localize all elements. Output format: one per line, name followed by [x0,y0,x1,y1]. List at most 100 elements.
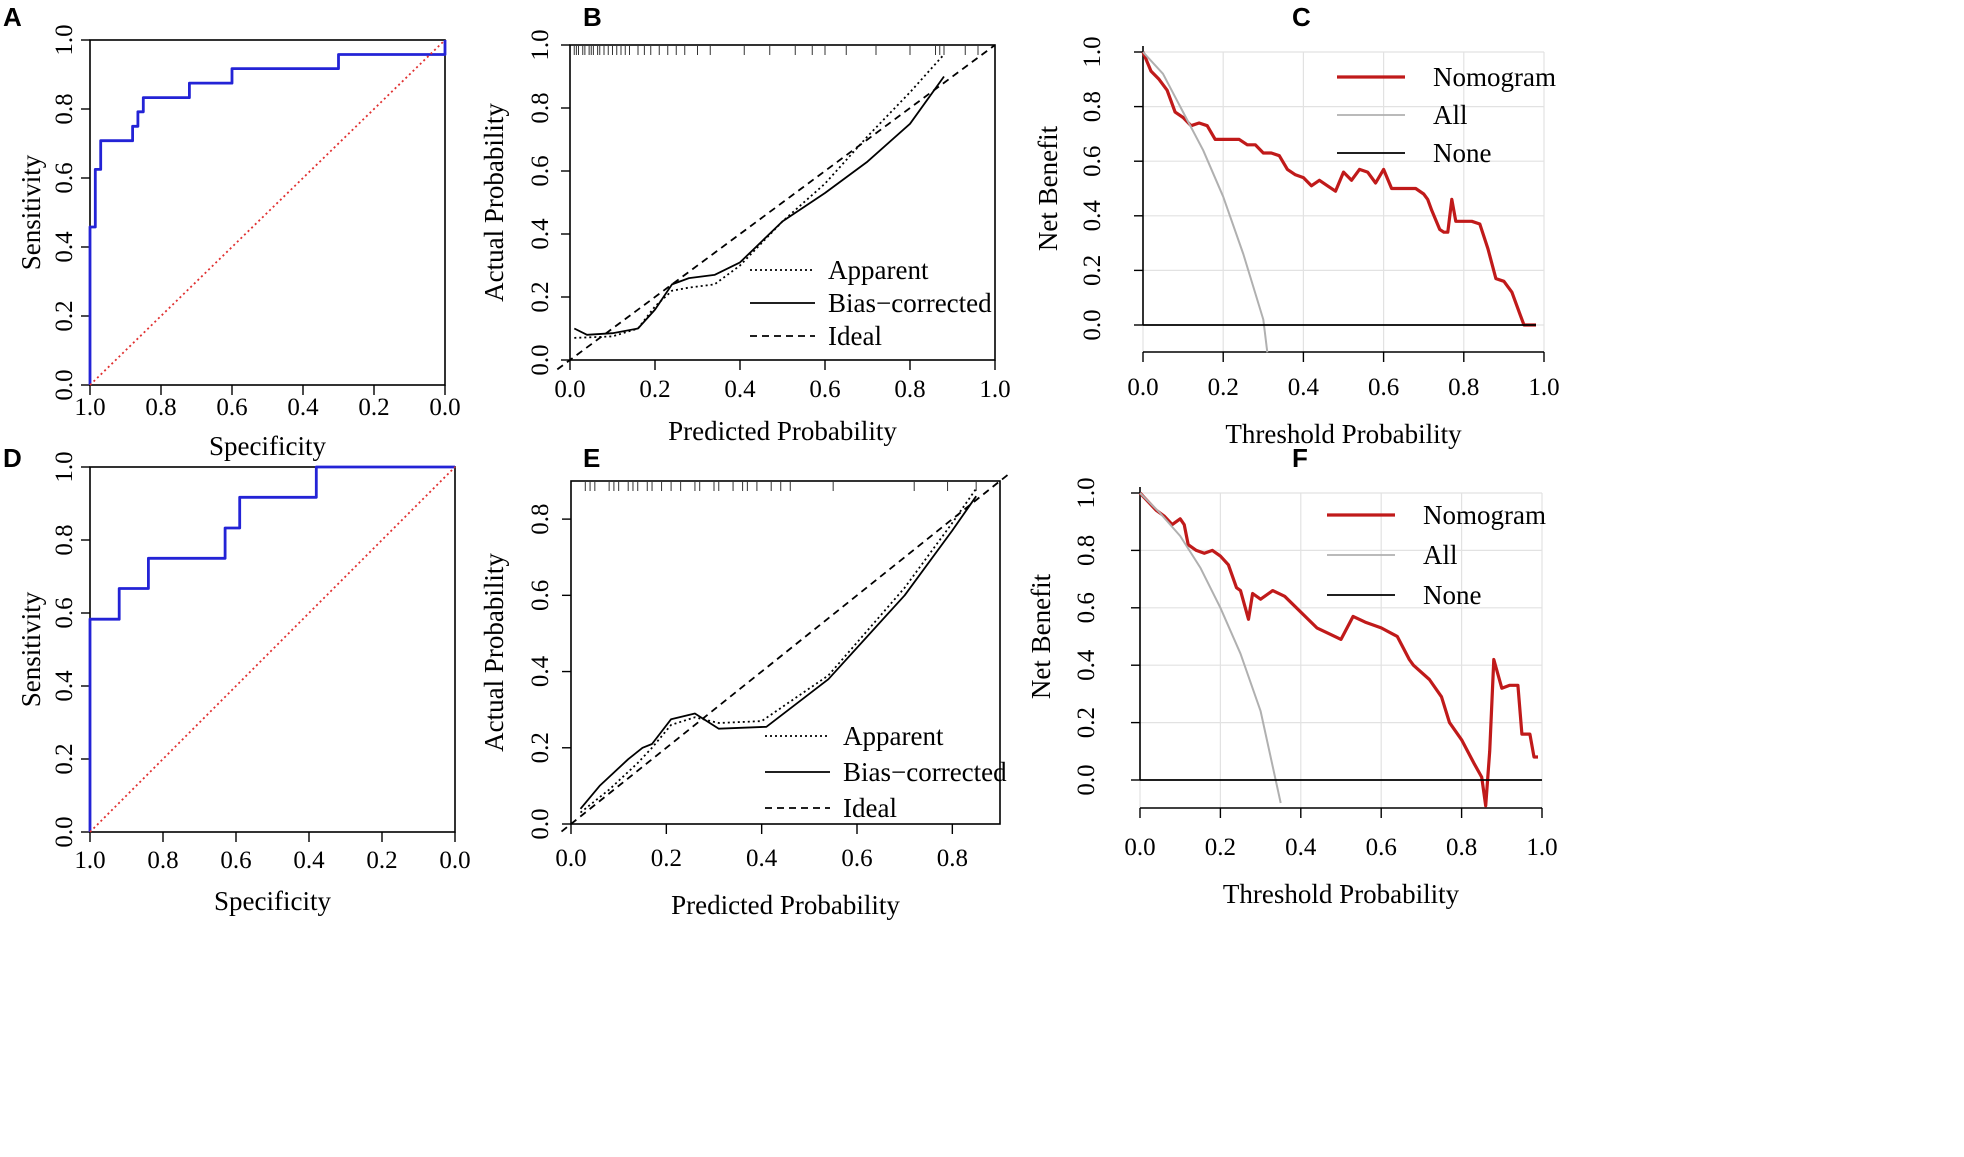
legend-label: Apparent [828,255,929,285]
y-tick-label: 0.4 [1079,200,1106,232]
y-tick-label: 0.0 [527,808,554,839]
y-tick-label: 0.8 [51,93,78,124]
panel-d: D 1.0 0.8 0.6 0.4 0.2 0.0 0.0 0.2 0.4 0.6 0.8 1.0 Spe… [3,443,471,916]
y-tick-label: 0.6 [527,580,554,611]
x-tick-label: 0.6 [1368,374,1399,401]
y-tick-label: 0.8 [1079,91,1106,122]
x-axis-title: Predicted Probability [671,890,900,920]
series-bias-corrected [573,75,945,336]
x-tick-label: 0.0 [555,845,586,872]
legend-label: None [1423,580,1481,610]
y-axis-title: Sensitivity [16,154,46,270]
x-tick-label: 0.8 [894,376,925,403]
panel-e: E 0.0 0.2 0.4 0.6 0.8 0.0 0.2 0.4 0.6 0.8 Predicted… [479,443,1011,920]
y-tick-label: 0.2 [527,732,554,763]
panel-letter: A [3,2,22,32]
panel-letter: D [3,443,22,473]
plot-frame [570,480,1001,825]
legend-label: None [1433,138,1491,168]
y-tick-label: 0.4 [51,670,78,702]
x-axis-title: Threshold Probability [1225,419,1462,449]
y-tick-label: 0.4 [527,218,554,250]
x-tick-label: 0.0 [429,394,460,421]
legend-label: All [1433,100,1468,130]
plot-frame [89,466,456,833]
y-tick-label: 0.0 [527,344,554,375]
series-all [1142,51,1269,353]
y-axis-title: Sensitivity [16,591,46,707]
legend-label: Ideal [828,321,882,351]
y-tick-label: 0.6 [51,597,78,628]
panel-letter: B [583,2,602,32]
x-tick-label: 1.0 [74,847,105,874]
y-tick-label: 0.6 [1079,146,1106,177]
series-ideal [556,44,996,371]
x-tick-label: 0.0 [1127,374,1158,401]
x-tick-label: 0.4 [724,376,756,403]
plot-frame [569,44,996,361]
series-nomogram [1138,491,1538,808]
y-tick-label: 0.4 [1073,649,1100,681]
y-tick-label: 0.2 [1079,255,1106,286]
x-tick-label: 1.0 [979,376,1010,403]
x-tick-label: 0.8 [1448,374,1479,401]
x-tick-label: 1.0 [1526,834,1557,861]
x-tick-label: 0.6 [841,845,872,872]
x-tick-label: 0.6 [220,847,251,874]
x-tick-label: 0.0 [554,376,585,403]
y-tick-label: 0.0 [1073,764,1100,795]
legend-label: Nomogram [1423,500,1546,530]
series-all [1139,492,1282,804]
x-tick-label: 1.0 [1528,374,1559,401]
y-tick-label: 0.2 [527,281,554,312]
x-tick-label: 0.8 [145,394,176,421]
x-axis-title: Threshold Probability [1223,879,1460,909]
panel-letter: F [1292,443,1308,473]
legend-label: Apparent [843,721,944,751]
y-tick-label: 1.0 [51,24,78,55]
y-axis-title: Net Benefit [1033,125,1063,251]
series-bias-corrected [579,495,977,810]
x-tick-label: 0.2 [358,394,389,421]
x-tick-label: 0.6 [216,394,247,421]
y-tick-label: 0.2 [51,300,78,331]
panel-b: B 0.0 0.2 0.4 0.6 0.8 1.0 0.0 0.2 0.4 0.6 0.8 1.0 Pre… [479,2,1011,446]
plot-frame [89,39,446,386]
y-tick-label: 0.4 [51,231,78,263]
y-tick-label: 1.0 [527,29,554,60]
y-tick-label: 0.8 [527,503,554,534]
y-tick-label: 0.6 [527,155,554,186]
x-tick-label: 0.0 [439,847,470,874]
series-nomogram [1141,51,1536,327]
x-tick-label: 1.0 [74,394,105,421]
panel-f: F 0.0 0.2 0.4 0.6 0.8 1.0 0.0 0.2 0.4 0.6 0.8 1.0 Thr… [1026,443,1558,909]
y-tick-label: 1.0 [1073,477,1100,508]
y-tick-label: 0.8 [527,92,554,123]
y-tick-label: 0.0 [51,369,78,400]
y-tick-label: 1.0 [51,451,78,482]
legend-label: Ideal [843,793,897,823]
x-tick-label: 0.6 [1366,834,1397,861]
y-tick-label: 0.8 [1073,535,1100,566]
y-tick-label: 0.2 [51,743,78,774]
y-axis-title: Actual Probability [479,103,509,302]
legend-label: Nomogram [1433,62,1556,92]
x-tick-label: 0.2 [1208,374,1239,401]
y-tick-label: 0.8 [51,524,78,555]
panel-c: C 0.0 0.2 0.4 0.6 0.8 1.0 0.0 0.2 0.4 0.6 0.8 1.0 Thr… [1033,2,1560,449]
y-tick-label: 0.0 [51,816,78,847]
x-axis-title: Specificity [209,431,326,461]
series-reference [89,466,456,833]
series-roc [88,465,455,832]
y-tick-label: 0.6 [1073,592,1100,623]
x-tick-label: 0.8 [937,845,968,872]
x-tick-label: 0.2 [639,376,670,403]
legend-label: Bias−corrected [828,288,992,318]
panel-letter: C [1292,2,1311,32]
x-tick-label: 0.8 [147,847,178,874]
x-tick-label: 0.8 [1446,834,1477,861]
y-tick-label: 0.6 [51,162,78,193]
x-axis-title: Specificity [214,886,331,916]
y-tick-label: 0.0 [1079,309,1106,340]
